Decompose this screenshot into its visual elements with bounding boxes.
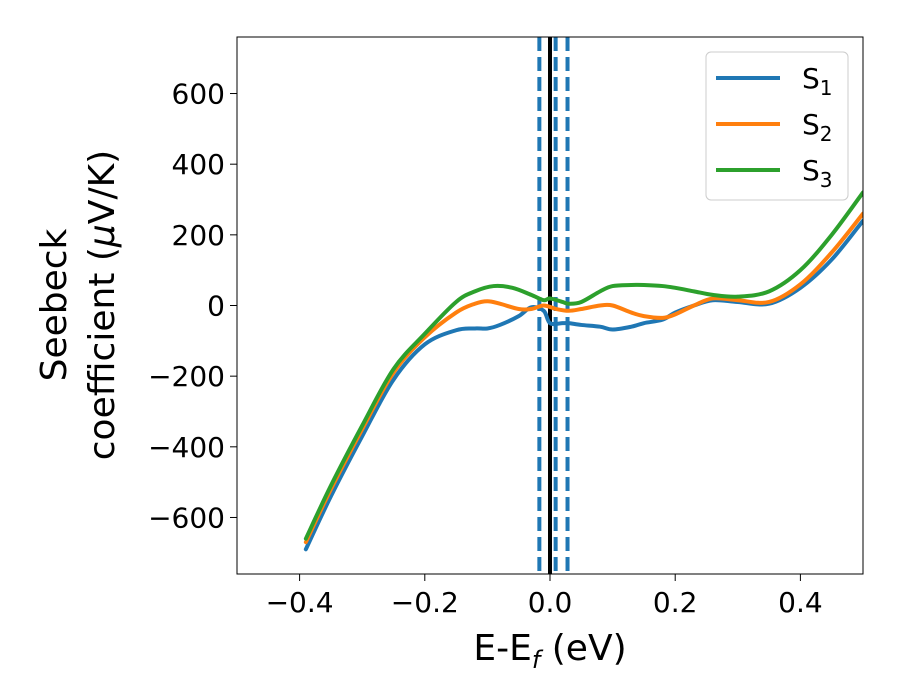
y-tick-label: −400 xyxy=(148,431,225,464)
x-tick-label: −0.2 xyxy=(391,586,459,619)
y-axis-title-line1: Seebeck xyxy=(34,228,75,381)
series-line-s3 xyxy=(303,190,863,541)
y-tick-label: 400 xyxy=(172,148,225,181)
y-tick-label: −200 xyxy=(148,360,225,393)
series-lines xyxy=(303,190,863,552)
legend-label: S1 xyxy=(802,62,833,100)
y-tick-label: −600 xyxy=(148,501,225,534)
series-line-s2 xyxy=(303,211,863,545)
x-axis: −0.4 −0.2 0.0 0.2 0.4 xyxy=(266,574,823,619)
y-axis: −600 −400 −200 0 200 400 600 xyxy=(148,78,237,534)
y-tick-label: 0 xyxy=(207,290,225,323)
x-tick-label: 0.4 xyxy=(778,586,823,619)
x-tick-label: −0.4 xyxy=(266,586,334,619)
x-axis-title: E-Ef (eV) xyxy=(473,628,626,674)
y-axis-title-line2: coefficient (μV/K) xyxy=(82,150,123,460)
legend-label: S2 xyxy=(802,108,833,146)
y-tick-label: 200 xyxy=(172,219,225,252)
legend: S1 S2 S3 xyxy=(705,51,849,201)
y-tick-label: 600 xyxy=(172,78,225,111)
x-tick-label: 0.0 xyxy=(528,586,573,619)
x-tick-label: 0.2 xyxy=(653,586,698,619)
legend-label: S3 xyxy=(802,154,833,192)
y-axis-title: Seebeck coefficient (μV/K) xyxy=(34,150,123,460)
